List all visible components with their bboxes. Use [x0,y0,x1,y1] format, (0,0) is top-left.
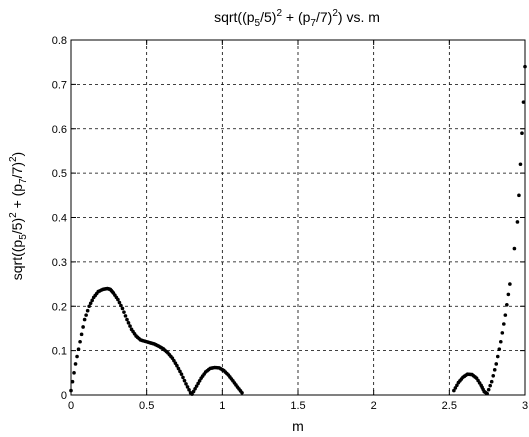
data-point [520,131,524,135]
data-point-interp [181,375,185,380]
data-point [125,317,129,322]
data-point [518,162,523,167]
data-point-interp [72,371,76,375]
data-point [116,297,120,302]
data-point [87,304,91,309]
data-point [175,363,179,368]
data-point [498,339,503,344]
y-tick-label: 0.3 [52,257,67,269]
data-point-interp [128,324,132,328]
chart-title: sqrt((p5/5)2 + (p7/7)2) vs. m [214,8,380,29]
data-point [515,220,520,224]
data-point [78,339,82,344]
y-tick-label: 0.1 [52,346,67,358]
y-tick-label: 0 [61,390,67,402]
data-point-interp [455,383,459,388]
data-points [69,64,527,396]
data-point [240,390,244,395]
data-point-interp [491,373,496,378]
data-point-interp [197,379,202,383]
x-tick-label: 2 [371,400,377,412]
data-point-interp [187,388,191,392]
data-point-interp [505,302,509,307]
data-point-interp [500,331,505,335]
data-point-interp [182,378,187,383]
data-point-interp [506,292,511,297]
data-point-interp [196,381,200,386]
data-point-interp [75,354,79,359]
data-point [179,372,184,376]
y-tick-label: 0.5 [52,168,67,180]
data-point [517,193,521,198]
grid [71,40,525,395]
data-point-interp [488,383,492,388]
x-tick-label: 3 [522,400,528,412]
y-tick-label: 0.8 [52,35,67,47]
data-point-interp [126,321,131,325]
data-point-interp [502,322,506,326]
data-point-interp [453,386,458,390]
data-point-interp [185,385,190,389]
data-point-interp [492,368,497,372]
data-point-interp [90,298,94,303]
data-point-interp [70,379,75,384]
data-point-interp [79,332,84,337]
y-tick-label: 0.6 [52,124,67,136]
data-point-interp [76,347,81,351]
data-point [184,382,188,386]
data-point-interp [81,325,85,329]
data-point [512,246,517,251]
data-point-interp [117,300,122,305]
data-point [508,282,512,286]
data-point [503,313,508,317]
data-point-interp [495,354,500,359]
data-point [521,100,526,104]
data-point-interp [178,369,182,374]
data-point [194,384,199,388]
data-point-interp [176,366,181,371]
data-point-interp [122,310,126,314]
x-tick-label: 0.5 [139,400,154,412]
data-point [452,388,456,393]
x-tick-label: 1.5 [290,400,305,412]
data-point [82,317,87,322]
x-tick-label: 1 [219,400,225,412]
data-point [120,306,125,311]
data-point-interp [88,301,93,306]
data-point-interp [85,308,90,313]
data-point [494,362,499,366]
x-tick-label: 0 [68,400,74,412]
y-tick-label: 0.7 [52,79,67,91]
data-point-interp [191,389,196,394]
data-point [489,379,494,384]
data-point [73,362,78,366]
data-point-interp [486,387,491,392]
data-point-interp [497,347,502,351]
data-point-interp [123,314,128,318]
y-tick-label: 0.4 [52,213,67,225]
x-axis-label: m [292,418,304,434]
x-tick-label: 2.5 [442,400,457,412]
plot-area-frame [70,39,526,396]
y-axis-label: sqrt((p5/5)2 + (p7/7)2) [8,152,29,280]
data-point-interp [84,313,88,317]
data-point-interp [193,386,197,391]
data-point-interp [119,303,123,308]
y-tick-label: 0.2 [52,301,67,313]
